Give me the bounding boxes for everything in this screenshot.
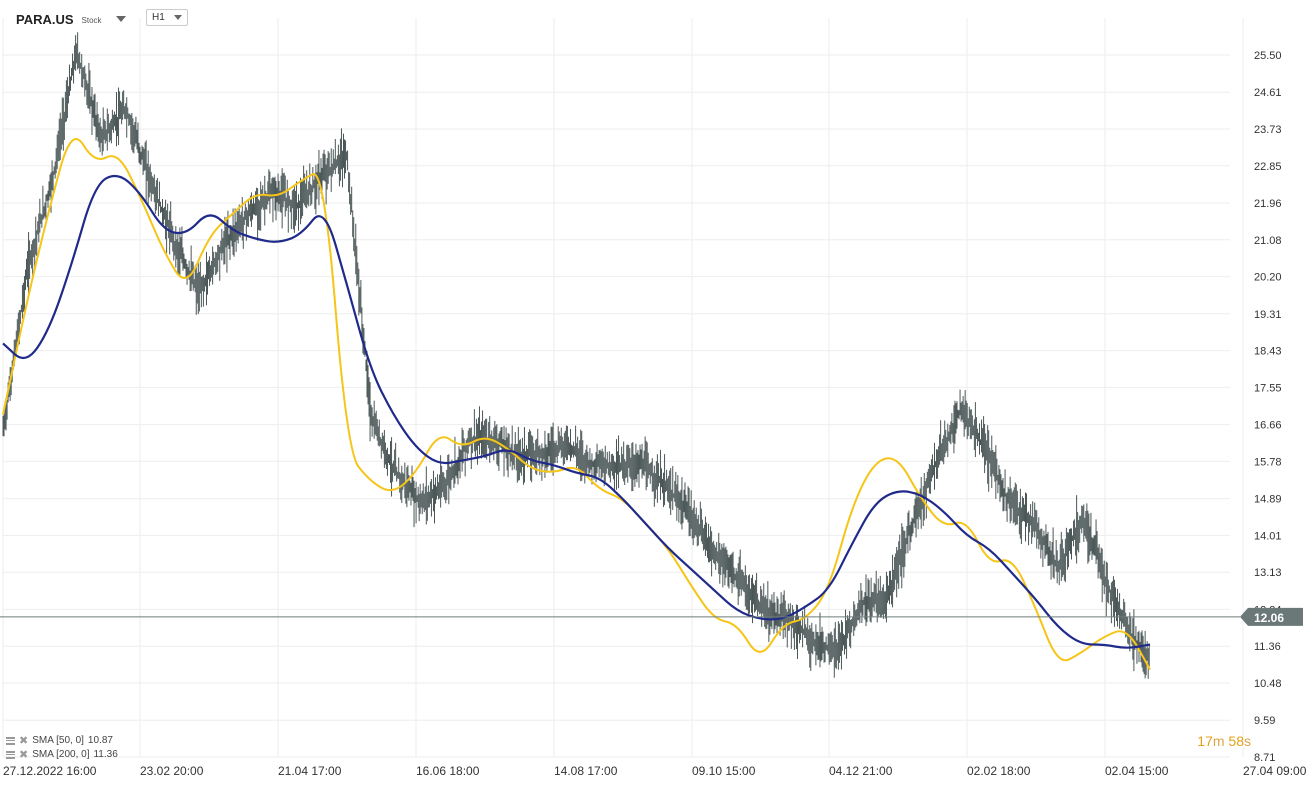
sma-50-series bbox=[2, 138, 1151, 671]
y-tick-label: 25.50 bbox=[1254, 50, 1282, 62]
y-tick-label: 21.08 bbox=[1254, 235, 1282, 247]
y-tick-label: 20.20 bbox=[1254, 272, 1282, 284]
timeframe-label: H1 bbox=[152, 12, 165, 23]
y-tick-label: 23.73 bbox=[1254, 124, 1282, 136]
x-tick-label: 27.04 09:00 bbox=[1243, 764, 1307, 778]
sma-line bbox=[2, 138, 1151, 671]
chevron-down-icon bbox=[174, 15, 182, 20]
x-tick-label: 27.12.2022 16:00 bbox=[3, 764, 97, 778]
x-tick-label: 02.02 18:00 bbox=[967, 764, 1031, 778]
indicator-label: SMA [50, 0] bbox=[32, 735, 84, 746]
timer-minutes-unit: m bbox=[1212, 733, 1225, 749]
sma-line bbox=[2, 174, 1151, 649]
x-tick-label: 14.08 17:00 bbox=[554, 764, 618, 778]
y-tick-label: 15.78 bbox=[1254, 456, 1282, 468]
current-price-label: 12.06 bbox=[1254, 611, 1284, 625]
grid bbox=[2, 18, 1244, 758]
current-price-line: 12.06 bbox=[0, 607, 1303, 626]
x-tick-label: 02.04 15:00 bbox=[1105, 764, 1169, 778]
y-tick-label: 14.89 bbox=[1254, 494, 1282, 506]
x-axis: 27.12.2022 16:00 23.02 20:00 21.04 17:00 16… bbox=[3, 764, 1307, 778]
symbol-selector[interactable]: PARA.US Stock bbox=[16, 8, 126, 30]
y-tick-label: 14.01 bbox=[1254, 530, 1282, 542]
current-price-badge bbox=[1240, 607, 1303, 626]
y-tick-label: 21.96 bbox=[1254, 198, 1282, 210]
symbol-name: PARA.US bbox=[16, 11, 74, 27]
sma-200-series bbox=[2, 174, 1151, 649]
y-tick-label: 11.36 bbox=[1254, 641, 1281, 653]
close-icon[interactable]: ✖ bbox=[19, 735, 29, 747]
indicator-sma-50[interactable]: ✖ SMA [50, 0] 10.87 bbox=[6, 734, 113, 747]
y-tick-label: 13.13 bbox=[1254, 567, 1282, 579]
settings-icon[interactable] bbox=[6, 736, 15, 745]
y-tick-label: 18.43 bbox=[1254, 346, 1282, 358]
chevron-down-icon[interactable] bbox=[115, 16, 126, 22]
y-tick-label: 19.31 bbox=[1254, 309, 1282, 321]
indicator-value: 10.87 bbox=[87, 735, 113, 746]
x-tick-label: 23.02 20:00 bbox=[140, 764, 204, 778]
x-tick-label: 21.04 17:00 bbox=[278, 764, 342, 778]
y-tick-label: 9.59 bbox=[1254, 715, 1275, 727]
x-tick-label: 04.12 21:00 bbox=[829, 764, 893, 778]
y-tick-label: 8.71 bbox=[1254, 752, 1275, 764]
indicator-sma-200[interactable]: ✖ SMA [200, 0] 11.36 bbox=[6, 748, 118, 761]
y-tick-label: 24.61 bbox=[1254, 87, 1282, 99]
indicator-value: 11.36 bbox=[93, 749, 118, 760]
timer-seconds: 58 bbox=[1228, 733, 1244, 749]
x-tick-label: 09.10 15:00 bbox=[692, 764, 756, 778]
y-axis: 25.50 24.61 23.73 22.85 21.96 21.08 20.20 19.31… bbox=[1254, 50, 1282, 764]
x-tick-label: 16.06 18:00 bbox=[416, 764, 480, 778]
indicator-label: SMA [200, 0] bbox=[32, 749, 90, 760]
y-tick-label: 16.66 bbox=[1254, 420, 1282, 432]
settings-icon[interactable] bbox=[6, 750, 15, 759]
timer-seconds-unit: s bbox=[1244, 733, 1251, 749]
close-icon[interactable]: ✖ bbox=[19, 749, 29, 761]
candle-countdown: 17m 58s bbox=[1197, 733, 1251, 749]
y-tick-label: 10.48 bbox=[1254, 678, 1282, 690]
y-tick-label: 22.85 bbox=[1254, 161, 1282, 173]
y-tick-label: 17.55 bbox=[1254, 382, 1282, 394]
instrument-type: Stock bbox=[81, 16, 102, 25]
timer-minutes: 17 bbox=[1197, 733, 1213, 749]
timeframe-selector[interactable]: H1 bbox=[146, 9, 188, 26]
